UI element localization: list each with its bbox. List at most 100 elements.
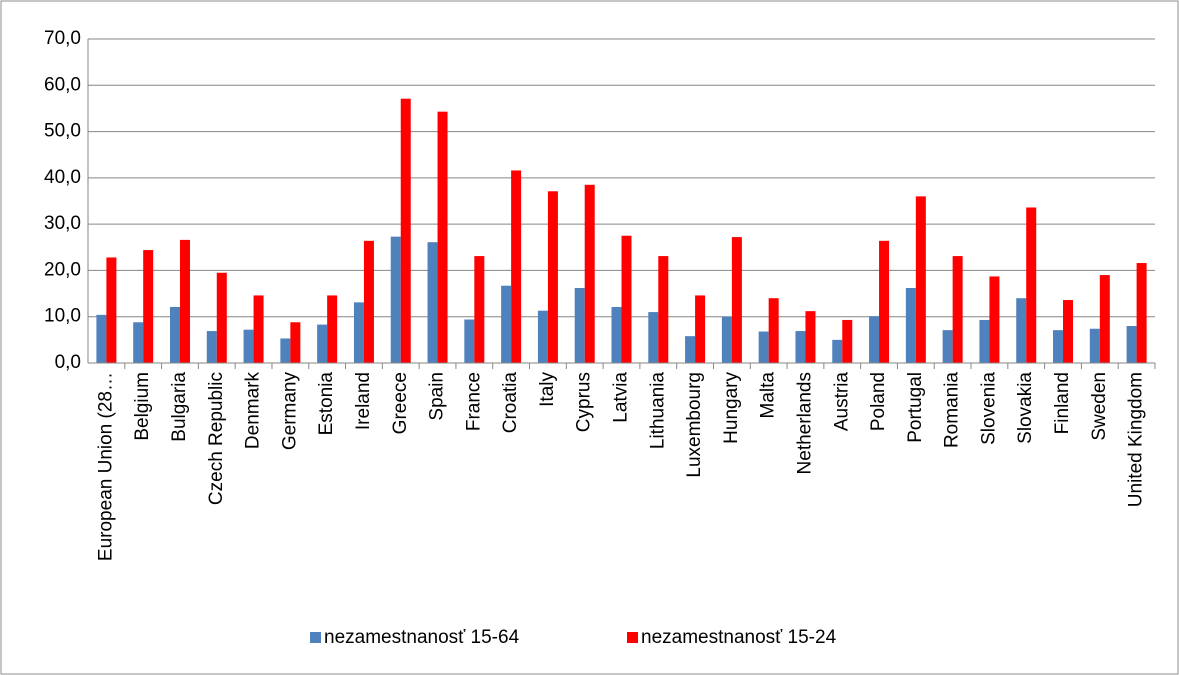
bar (400, 98, 411, 364)
x-tick-label: Bulgaria (169, 372, 190, 442)
bar (832, 339, 843, 363)
bar (805, 311, 816, 363)
x-tick-label: Estonia (316, 372, 337, 436)
x-tick-label: Denmark (243, 372, 264, 450)
bar (216, 272, 227, 363)
bar (290, 322, 301, 363)
bar (869, 316, 880, 363)
x-tick-label: Netherlands (794, 372, 815, 474)
bar (464, 319, 475, 363)
x-tick-label: Luxembourg (684, 372, 705, 478)
bar (206, 331, 217, 363)
y-tick-label: 40,0 (44, 167, 81, 188)
bar (1136, 263, 1147, 363)
x-tick-label: Lithuania (647, 372, 668, 450)
x-tick-label: Austria (831, 372, 852, 432)
bar (427, 242, 438, 363)
bar (915, 196, 926, 363)
bar (979, 319, 990, 363)
x-tick-label: Croatia (500, 372, 521, 434)
bar (989, 276, 1000, 363)
bar (721, 316, 732, 363)
bar (143, 250, 154, 363)
x-tick-label: Slovakia (1015, 372, 1036, 444)
x-tick-label: Portugal (905, 372, 926, 443)
bar (1016, 298, 1027, 363)
bar (253, 295, 264, 363)
x-tick-label: Latvia (611, 372, 632, 423)
bar (106, 257, 117, 363)
x-tick-label: European Union (28… (95, 372, 116, 561)
bar (327, 295, 338, 363)
bar (1026, 207, 1037, 363)
x-tick-label: Slovenia (978, 372, 999, 445)
x-tick-label: Cyprus (574, 372, 595, 432)
bar (658, 256, 669, 363)
x-tick-label: Malta (758, 372, 779, 419)
bar (474, 256, 485, 363)
bar (611, 306, 622, 363)
x-tick-label: Poland (868, 372, 889, 431)
bar (96, 314, 107, 363)
bar (179, 239, 190, 363)
bar (280, 338, 291, 363)
bar (133, 322, 144, 363)
bar (390, 236, 401, 363)
bar (353, 302, 364, 363)
legend-label: nezamestnanosť 15-64 (324, 627, 520, 648)
bar (511, 170, 522, 363)
bar (574, 288, 585, 363)
bar (795, 331, 806, 363)
x-tick-label: Hungary (721, 372, 742, 444)
x-tick-label: Ireland (353, 372, 374, 430)
bar (952, 256, 963, 363)
bar (685, 336, 696, 363)
y-tick-label: 50,0 (44, 121, 81, 142)
x-tick-label: Germany (279, 372, 300, 451)
y-tick-label: 20,0 (44, 259, 81, 280)
x-tick-label: Spain (427, 372, 448, 421)
y-tick-label: 70,0 (44, 28, 81, 49)
bar (758, 331, 769, 363)
bar (842, 319, 853, 363)
bar (1089, 328, 1100, 363)
x-tick-label: Czech Republic (206, 372, 227, 505)
legend-swatch (627, 632, 638, 643)
y-tick-label: 30,0 (44, 213, 81, 234)
bar (169, 306, 180, 363)
x-tick-label: Sweden (1089, 372, 1110, 441)
y-tick-label: 0,0 (55, 352, 81, 373)
bar (1063, 300, 1074, 363)
bar (243, 329, 254, 363)
y-tick-label: 60,0 (44, 74, 81, 95)
bar (501, 285, 512, 363)
bar (363, 240, 374, 363)
bar (1053, 330, 1064, 363)
bar (942, 330, 953, 363)
x-tick-label: United Kingdom (1126, 372, 1147, 507)
bar (621, 235, 632, 363)
legend-label: nezamestnanosť 15-24 (641, 627, 837, 648)
legend-swatch (310, 632, 321, 643)
bar (1126, 325, 1137, 363)
x-tick-label: France (463, 372, 484, 431)
bar (905, 288, 916, 363)
bar (547, 191, 558, 363)
bar (537, 310, 548, 363)
x-tick-label: Belgium (132, 372, 153, 441)
x-tick-label: Romania (942, 372, 963, 448)
y-tick-label: 10,0 (44, 306, 81, 327)
bar (695, 295, 706, 363)
x-tick-label: Finland (1052, 372, 1073, 434)
bar (1099, 275, 1110, 363)
x-tick-label: Italy (537, 372, 558, 407)
bar (317, 324, 328, 363)
bar (731, 237, 742, 363)
bar (648, 312, 659, 363)
bar (584, 184, 595, 363)
bar (768, 298, 779, 363)
x-tick-label: Greece (390, 372, 411, 434)
bar (437, 111, 448, 363)
bar (879, 240, 890, 363)
